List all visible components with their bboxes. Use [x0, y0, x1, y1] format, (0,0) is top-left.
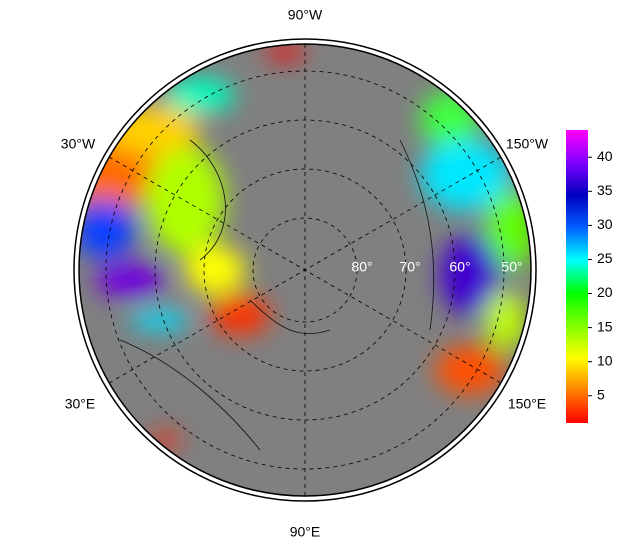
lat-label: 60°: [449, 259, 470, 275]
coastline: [119, 139, 435, 451]
graticule: [105, 44, 505, 496]
map-border: [78, 43, 532, 497]
lon-label: 30°E: [65, 396, 96, 412]
lon-label: 90°W: [288, 7, 323, 23]
colorbar-tick-label: 25: [597, 250, 613, 266]
map-border-outer: [73, 38, 537, 502]
colorbar: [566, 130, 588, 423]
lat-label: 50°: [501, 259, 522, 275]
lon-label: 30°W: [61, 136, 96, 152]
colorbar-tick-label: 40: [597, 148, 613, 164]
colorbar-tick-label: 30: [597, 216, 613, 232]
colorbar-tick-label: 20: [597, 284, 613, 300]
colorbar-tick-label: 5: [597, 386, 605, 402]
lon-label: 150°E: [508, 396, 546, 412]
colorbar-tick-label: 15: [597, 318, 613, 334]
lat-label: 80°: [351, 259, 372, 275]
lon-label: 150°W: [506, 136, 549, 152]
colorbar-tick-label: 10: [597, 352, 613, 368]
lat-label: 70°: [399, 259, 420, 275]
lon-label: 90°E: [290, 524, 321, 540]
colorbar-tick-label: 35: [597, 182, 613, 198]
